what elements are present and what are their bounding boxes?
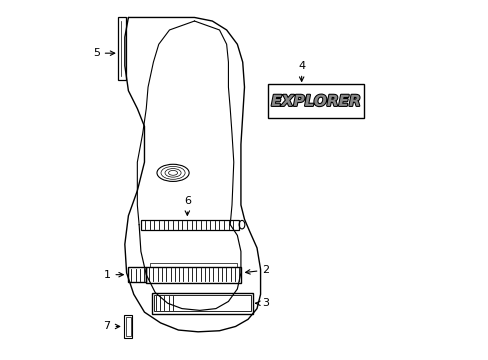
Text: EXPLORER: EXPLORER: [271, 94, 360, 109]
Text: 5: 5: [93, 48, 115, 58]
Text: 7: 7: [103, 321, 120, 332]
Text: 2: 2: [245, 265, 269, 275]
Bar: [146, 267, 241, 283]
Text: 3: 3: [255, 298, 269, 308]
Bar: [151, 293, 253, 314]
Text: 6: 6: [183, 197, 190, 215]
Bar: [141, 220, 239, 230]
Bar: [149, 263, 237, 267]
Bar: [118, 18, 126, 80]
Text: EXPLORER: EXPLORER: [271, 94, 360, 109]
Text: 4: 4: [298, 61, 305, 81]
Bar: [153, 295, 251, 311]
Bar: [125, 317, 131, 336]
Bar: [267, 85, 364, 118]
Text: 1: 1: [103, 270, 123, 280]
Bar: [128, 267, 146, 282]
Bar: [124, 315, 132, 338]
